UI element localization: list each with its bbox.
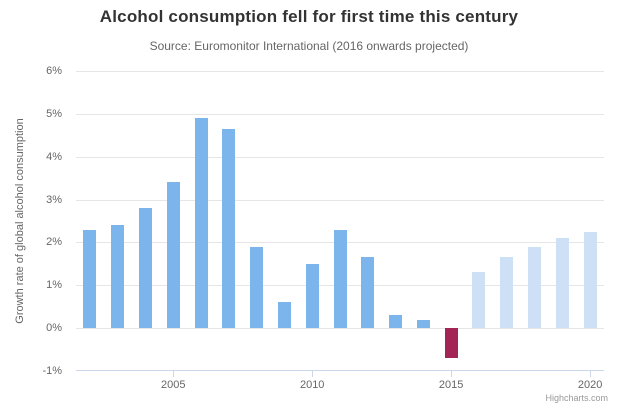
bar-2007[interactable] (222, 128, 236, 329)
y-axis-title: Growth rate of global alcohol consumptio… (14, 118, 26, 324)
gridline (76, 199, 604, 201)
bar-2010[interactable] (305, 263, 319, 329)
chart-subtitle: Source: Euromonitor International (2016 … (149, 39, 469, 53)
y-axis-label: -1% (42, 365, 62, 377)
x-axis-label: 2020 (577, 379, 603, 391)
gridline (76, 113, 604, 115)
bar-2004[interactable] (138, 208, 152, 329)
bar-2017[interactable] (500, 257, 514, 329)
y-axis-label: 2% (46, 236, 62, 249)
bar-2008[interactable] (250, 246, 264, 329)
bar-2020[interactable] (583, 231, 597, 329)
bar-2003[interactable] (111, 225, 125, 329)
bar-2009[interactable] (277, 302, 291, 329)
gridline (76, 156, 604, 158)
x-axis-line (76, 370, 604, 371)
bar-2016[interactable] (472, 272, 486, 329)
bar-2014[interactable] (416, 319, 430, 329)
bar-2002[interactable] (83, 229, 97, 329)
x-axis-label: 2010 (299, 379, 325, 391)
x-axis-tick (173, 371, 175, 377)
gridline (76, 71, 604, 72)
y-axis-label: 1% (46, 279, 62, 292)
y-axis-label: 5% (46, 107, 62, 120)
y-axis-label: 6% (46, 65, 62, 77)
y-axis-label: 0% (46, 322, 62, 335)
x-axis-label: 2015 (438, 379, 464, 391)
x-axis-tick (312, 371, 314, 377)
bar-2012[interactable] (361, 257, 375, 329)
x-axis-label: 2005 (161, 379, 186, 391)
plot-area: 6% 5% 4% 3% 2% 1% 0% -1% 2005 2010 2015 2020 (42, 65, 604, 391)
bar-2005[interactable] (166, 182, 180, 329)
chart-title: Alcohol consumption fell for first time … (99, 7, 519, 26)
highcharts-credit[interactable]: Highcharts.com (545, 393, 608, 403)
bar-2018[interactable] (528, 246, 542, 329)
x-axis-tick (451, 371, 453, 377)
x-axis-tick (590, 371, 592, 377)
bar-2011[interactable] (333, 229, 347, 329)
y-axis-label: 3% (46, 193, 62, 206)
bar-2015[interactable] (444, 328, 458, 359)
bar-2006[interactable] (194, 118, 208, 329)
bar-2019[interactable] (555, 238, 569, 329)
bar-2013[interactable] (389, 315, 403, 329)
y-axis-label: 4% (46, 150, 62, 163)
gridline (76, 328, 604, 330)
